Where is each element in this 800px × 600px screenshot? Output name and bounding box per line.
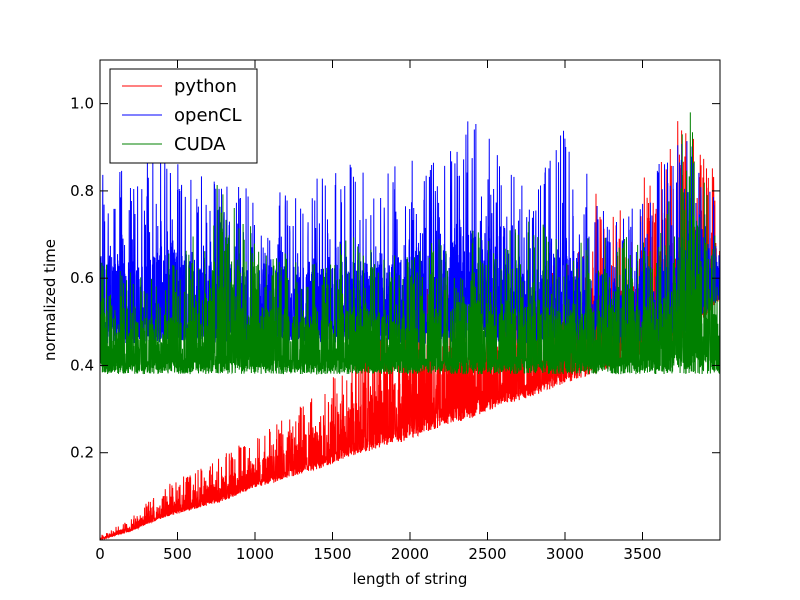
x-axis: 0 500 1000 1500 2000 2500 3000 3500 — [95, 60, 662, 563]
x-tick-label: 3000 — [546, 545, 584, 563]
series-line-cuda — [100, 112, 720, 375]
legend-label-cuda: CUDA — [174, 134, 226, 155]
y-tick-label: 0.6 — [70, 269, 94, 287]
x-tick-label: 1500 — [313, 545, 351, 563]
y-tick-label: 0.2 — [70, 444, 94, 462]
y-tick-label: 0.4 — [70, 356, 94, 374]
legend-label-python: python — [174, 76, 237, 97]
y-axis: 0.2 0.4 0.6 0.8 1.0 — [70, 95, 720, 462]
x-tick-label: 3500 — [623, 545, 661, 563]
y-tick-label: 0.8 — [70, 182, 94, 200]
x-tick-label: 2000 — [391, 545, 429, 563]
x-axis-label: length of string — [353, 570, 468, 588]
x-tick-label: 2500 — [468, 545, 506, 563]
legend: python openCL CUDA — [109, 68, 258, 164]
x-tick-label: 1000 — [236, 545, 274, 563]
x-tick-label: 0 — [95, 545, 105, 563]
series-layer — [100, 112, 720, 540]
legend-box — [109, 68, 258, 164]
x-tick-label: 500 — [163, 545, 192, 563]
y-tick-label: 1.0 — [70, 95, 94, 113]
legend-label-opencl: openCL — [174, 105, 242, 126]
y-axis-label: normalized time — [41, 239, 59, 361]
